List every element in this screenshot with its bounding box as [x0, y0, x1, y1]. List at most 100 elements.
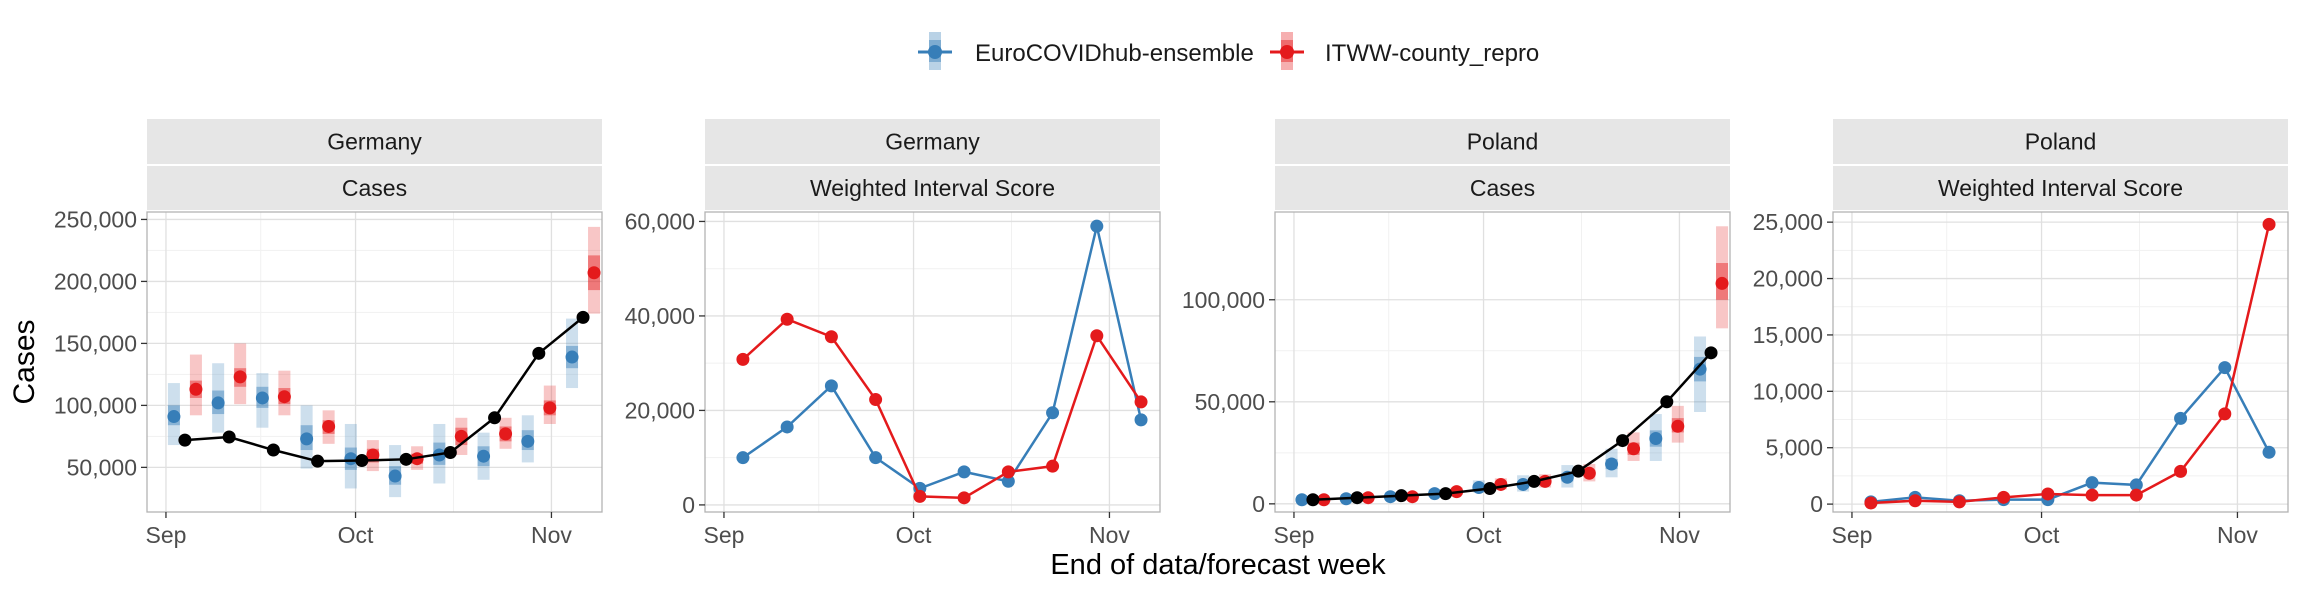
y-tick-label: 60,000	[625, 208, 695, 234]
series-point	[1046, 459, 1060, 473]
panel-germany-weighted-interval-score: Germany Weighted Interval Score 0 20,000 40,…	[625, 119, 1161, 548]
series-point	[2262, 445, 2276, 459]
y-tick-label: 20,000	[625, 397, 695, 423]
median-point	[543, 401, 557, 415]
x-tick-label: Oct	[338, 522, 374, 548]
series-observed	[178, 310, 590, 468]
observed-point	[1306, 493, 1320, 507]
median-point	[1405, 490, 1419, 504]
median-point	[1582, 466, 1596, 480]
median-point	[1649, 432, 1663, 446]
observed-point	[1616, 434, 1630, 448]
y-tick-label: 50,000	[67, 454, 137, 480]
y-tick-label: 100,000	[54, 392, 137, 418]
x-tick-label: Oct	[2024, 522, 2060, 548]
y-axis: 0 50,000 100,000	[1182, 287, 1275, 517]
x-tick-label: Sep	[145, 522, 186, 548]
series-point	[1134, 413, 1148, 427]
series-point	[2129, 478, 2143, 492]
panel-poland-weighted-interval-score: Poland Weighted Interval Score 0 5,000 10,00…	[1753, 119, 2289, 548]
series-point	[824, 379, 838, 393]
x-tick-label: Nov	[531, 522, 572, 548]
median-point	[167, 410, 181, 424]
series-point	[1952, 495, 1966, 509]
grid	[705, 212, 1160, 512]
x-axis: Sep Oct Nov	[1831, 512, 2258, 548]
median-point	[587, 266, 601, 280]
panel-border	[704, 211, 1161, 513]
facet-strip	[705, 166, 1160, 210]
observed-point	[1527, 474, 1541, 488]
panel-border	[1274, 211, 1731, 513]
y-tick-label: 0	[1810, 491, 1823, 517]
median-point	[1472, 481, 1486, 495]
series-point	[780, 420, 794, 434]
y-axis-title: Cases	[8, 319, 41, 404]
observed-point	[532, 346, 546, 360]
y-tick-label: 250,000	[54, 206, 137, 232]
observed-point	[1704, 346, 1718, 360]
series-point	[1001, 465, 1015, 479]
series-point	[957, 491, 971, 505]
series-point	[2262, 217, 2276, 231]
observed-point	[1439, 487, 1453, 501]
y-axis: 50,000 100,000 150,000 200,000 250,000	[54, 206, 147, 480]
series-point	[736, 451, 750, 465]
median-point	[211, 396, 225, 410]
series-line	[742, 317, 1143, 500]
series-eurocovidhub-ensemble	[1295, 336, 1707, 507]
series-point	[824, 330, 838, 344]
plot-area	[1295, 226, 1729, 507]
facet-strip	[147, 166, 602, 210]
series-point	[2129, 488, 2143, 502]
series-point	[1001, 474, 1015, 488]
observed-point	[488, 411, 502, 425]
series-point	[2041, 487, 2055, 501]
x-axis: Sep Oct Nov	[703, 512, 1130, 548]
median-point	[1295, 493, 1309, 507]
facet-strip	[1275, 119, 1730, 164]
median-point	[366, 448, 380, 462]
series-point	[2174, 411, 2188, 425]
panel-border	[146, 211, 603, 513]
observed-point	[1394, 489, 1408, 503]
series-point	[2218, 361, 2232, 375]
observed-line	[184, 316, 584, 463]
legend-label: ITWW-county_repro	[1325, 40, 1539, 67]
y-tick-label: 200,000	[54, 268, 137, 294]
series-line	[1870, 365, 2271, 504]
legend-key-point	[928, 45, 942, 59]
series-point	[1090, 219, 1104, 233]
observed-point	[266, 443, 280, 457]
legend-key-point	[1280, 45, 1294, 59]
median-point	[1605, 457, 1619, 471]
median-point	[1627, 442, 1641, 456]
observed-point	[355, 454, 369, 468]
median-point	[300, 432, 314, 446]
plot-area	[167, 226, 601, 498]
series-point	[1908, 494, 1922, 508]
median-point	[1516, 477, 1530, 491]
facet-strip-label: Germany	[327, 129, 422, 155]
x-axis-title: End of data/forecast week	[1050, 549, 1386, 581]
y-tick-label: 100,000	[1182, 287, 1265, 313]
facet-strip-label: Cases	[342, 175, 407, 201]
facet-strip-label: Germany	[885, 129, 980, 155]
median-point	[521, 434, 535, 448]
median-point	[1693, 362, 1707, 376]
facet-strip-label: Poland	[2025, 129, 2097, 155]
series-point	[2085, 488, 2099, 502]
series-point	[736, 352, 750, 366]
x-axis: Sep Oct Nov	[1273, 512, 1700, 548]
median-point	[388, 469, 402, 483]
series-itww-county-repro	[736, 312, 1148, 505]
series-line	[1870, 224, 2271, 505]
y-tick-label: 40,000	[625, 303, 695, 329]
series-point	[2174, 464, 2188, 478]
x-tick-label: Oct	[1466, 522, 1502, 548]
observed-point	[178, 433, 192, 447]
median-point	[344, 452, 358, 466]
median-point	[565, 350, 579, 364]
series-itww-county-repro	[189, 226, 601, 472]
